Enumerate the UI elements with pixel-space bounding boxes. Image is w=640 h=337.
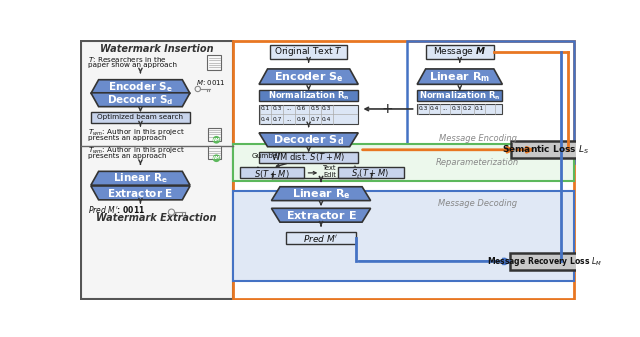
Text: 0.4: 0.4 [322,117,331,122]
Text: Message Decoding: Message Decoding [438,199,517,208]
Polygon shape [417,69,502,84]
Text: $T_{wm}$: Author in this project: $T_{wm}$: Author in this project [88,128,184,138]
Text: $\mathit{Pred}$ $M'$: $\mathit{Pred}$ $M'$ [303,233,339,244]
Text: Reparameterization: Reparameterization [436,158,519,167]
Bar [417,103,502,114]
Bar [234,41,575,299]
Text: WM dist. $S(T+M)$: WM dist. $S(T+M)$ [271,151,346,163]
Text: +: + [382,102,394,116]
Text: Message Recovery Loss $\mathit{L}_M$: Message Recovery Loss $\mathit{L}_M$ [488,255,603,268]
Text: Encoder $\mathbf{S_e}$: Encoder $\mathbf{S_e}$ [108,80,173,94]
Text: 0.3: 0.3 [322,106,331,112]
Text: Watermark Insertion: Watermark Insertion [100,44,214,54]
Text: WM: WM [212,138,221,142]
Polygon shape [91,171,190,185]
Bar [426,45,494,59]
Text: paper show an approach: paper show an approach [88,62,177,68]
Text: $\hat{S}_t(T+M)$: $\hat{S}_t(T+M)$ [351,165,390,181]
Text: 0.3: 0.3 [451,106,461,112]
Text: ...: ... [442,106,448,112]
Text: $T_{wm}$: Author in this project: $T_{wm}$: Author in this project [88,146,184,156]
Text: Decoder $\mathbf{S_d}$: Decoder $\mathbf{S_d}$ [273,133,344,147]
Bar [417,91,502,101]
Bar [91,112,190,123]
Polygon shape [259,69,358,84]
Text: $M$: 0011: $M$: 0011 [196,78,226,87]
Text: $\mathit{Pred}$ $M'$: 0011: $\mathit{Pred}$ $M'$: 0011 [88,204,145,215]
Bar [270,45,348,59]
Bar [286,232,356,244]
Text: presents an approach: presents an approach [88,135,166,141]
Bar [259,105,358,124]
Bar [259,91,358,101]
Text: 0.9: 0.9 [297,117,307,122]
Text: Normalization $\mathbf{R_n}$: Normalization $\mathbf{R_n}$ [419,90,500,102]
Bar [208,146,221,159]
Text: Optimized beam search: Optimized beam search [97,115,184,120]
Text: presents an approach: presents an approach [88,153,166,159]
Polygon shape [271,208,371,222]
Polygon shape [91,186,190,200]
Bar [259,152,358,163]
Text: WM: WM [212,156,221,160]
Text: Extractor $\mathbf{E}$: Extractor $\mathbf{E}$ [285,209,356,221]
Text: 0.5: 0.5 [310,106,319,112]
Text: ...: ... [287,106,292,112]
Polygon shape [271,187,371,201]
Polygon shape [91,80,190,94]
Bar [234,191,575,281]
Bar [81,41,233,299]
Text: 0.3: 0.3 [272,106,282,112]
Text: 0.7: 0.7 [272,117,282,122]
Text: Original Text $T$: Original Text $T$ [274,45,343,59]
Text: Text
Edit: Text Edit [323,165,336,178]
Text: ...: ... [287,117,292,122]
Text: 0.4: 0.4 [429,106,439,112]
Text: Linear $\mathbf{R_e}$: Linear $\mathbf{R_e}$ [292,187,351,201]
Text: Semantic Loss $\mathit{L}_S$: Semantic Loss $\mathit{L}_S$ [502,144,588,156]
Bar [338,167,404,178]
Text: Linear $\mathbf{R_m}$: Linear $\mathbf{R_m}$ [429,70,490,84]
Text: Normalization $\mathbf{R_n}$: Normalization $\mathbf{R_n}$ [268,90,349,102]
Bar [208,128,221,141]
Bar [511,141,579,158]
Text: 0.4: 0.4 [260,117,270,122]
Text: Message $\boldsymbol{M}$: Message $\boldsymbol{M}$ [433,45,486,59]
Text: $\hat{S}(T+M)$: $\hat{S}(T+M)$ [254,165,290,181]
Text: 0.6: 0.6 [297,106,307,112]
Text: 0.2: 0.2 [463,106,472,112]
Text: 0.1: 0.1 [260,106,270,112]
Polygon shape [91,93,190,106]
Bar [241,167,304,178]
Bar [510,253,580,270]
Text: Decoder $\mathbf{S_d}$: Decoder $\mathbf{S_d}$ [108,93,173,106]
Text: Watermark Extraction: Watermark Extraction [97,213,217,222]
Text: Extractor $\mathbf{E}$: Extractor $\mathbf{E}$ [108,187,173,199]
Text: Encoder $\mathbf{S_e}$: Encoder $\mathbf{S_e}$ [274,70,344,84]
Text: Gumbel: Gumbel [252,153,280,159]
Text: $T$: Researchers in the: $T$: Researchers in the [88,55,166,64]
Text: 0.3: 0.3 [419,106,428,112]
Bar [234,144,575,181]
Text: Message Encoding: Message Encoding [438,134,516,143]
Polygon shape [259,133,358,147]
Bar [407,41,575,163]
Text: 0.7: 0.7 [310,117,319,122]
Circle shape [212,136,220,144]
Text: 0.1: 0.1 [474,106,484,112]
Text: Linear $\mathbf{R_e}$: Linear $\mathbf{R_e}$ [113,172,168,185]
Circle shape [212,154,220,162]
Bar [207,56,221,70]
